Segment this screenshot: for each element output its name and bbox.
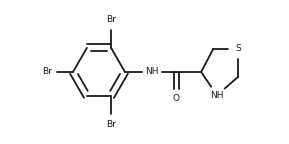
Text: S: S [236,44,241,53]
Text: O: O [173,94,179,103]
Text: Br: Br [42,68,52,76]
Text: NH: NH [210,91,224,100]
Text: NH: NH [145,68,159,76]
Text: Br: Br [106,15,116,24]
Text: Br: Br [106,120,116,129]
